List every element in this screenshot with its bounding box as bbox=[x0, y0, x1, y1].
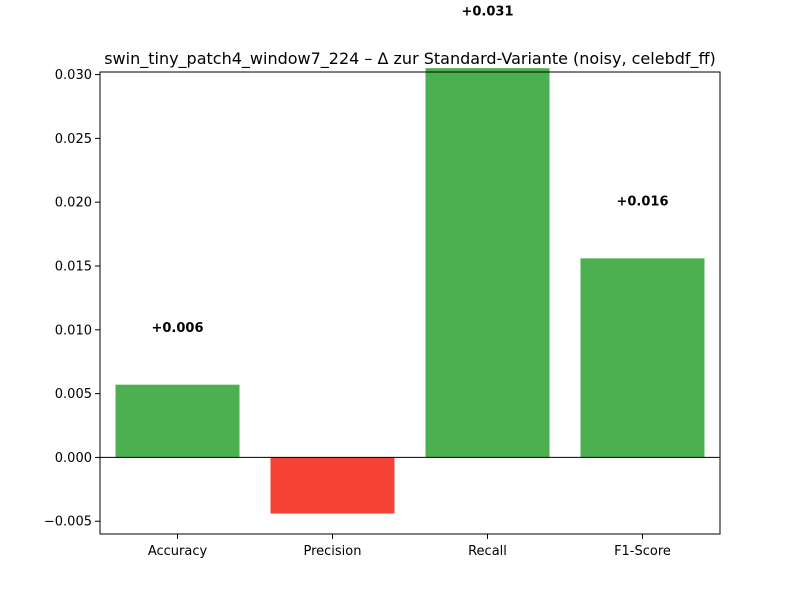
data-label-accuracy: +0.006 bbox=[151, 321, 203, 336]
chart-title: swin_tiny_patch4_window7_224 – Δ zur Sta… bbox=[104, 49, 716, 69]
y-tick-label: 0.005 bbox=[55, 387, 92, 402]
x-tick-label: Accuracy bbox=[148, 544, 208, 559]
bar-recall bbox=[425, 68, 550, 458]
bar-f1-score bbox=[580, 258, 705, 458]
y-axis: −0.005 0.000 0.005 0.010 0.015 0.020 0.025 0.03… bbox=[44, 68, 100, 530]
y-tick-label: 0.000 bbox=[55, 451, 92, 466]
bar-accuracy bbox=[115, 384, 240, 458]
data-label-f1-score: +0.016 bbox=[616, 195, 668, 210]
x-tick-label: Precision bbox=[303, 544, 361, 559]
y-tick-label: 0.025 bbox=[55, 132, 92, 147]
x-tick-label: F1-Score bbox=[614, 544, 671, 559]
data-label-recall: +0.031 bbox=[461, 4, 513, 19]
y-tick-label: 0.015 bbox=[55, 259, 92, 274]
plot-frame bbox=[99, 71, 721, 535]
bars-group bbox=[115, 68, 705, 514]
data-labels-group: +0.006 +0.031 +0.016 bbox=[151, 4, 668, 336]
x-axis: Accuracy Precision Recall F1-Score bbox=[148, 534, 671, 559]
y-tick-label: 0.020 bbox=[55, 196, 92, 211]
y-tick-label: −0.005 bbox=[44, 515, 92, 530]
y-tick-label: 0.030 bbox=[55, 68, 92, 83]
x-tick-label: Recall bbox=[468, 544, 507, 559]
bar-precision bbox=[270, 457, 395, 514]
y-tick-label: 0.010 bbox=[55, 323, 92, 338]
